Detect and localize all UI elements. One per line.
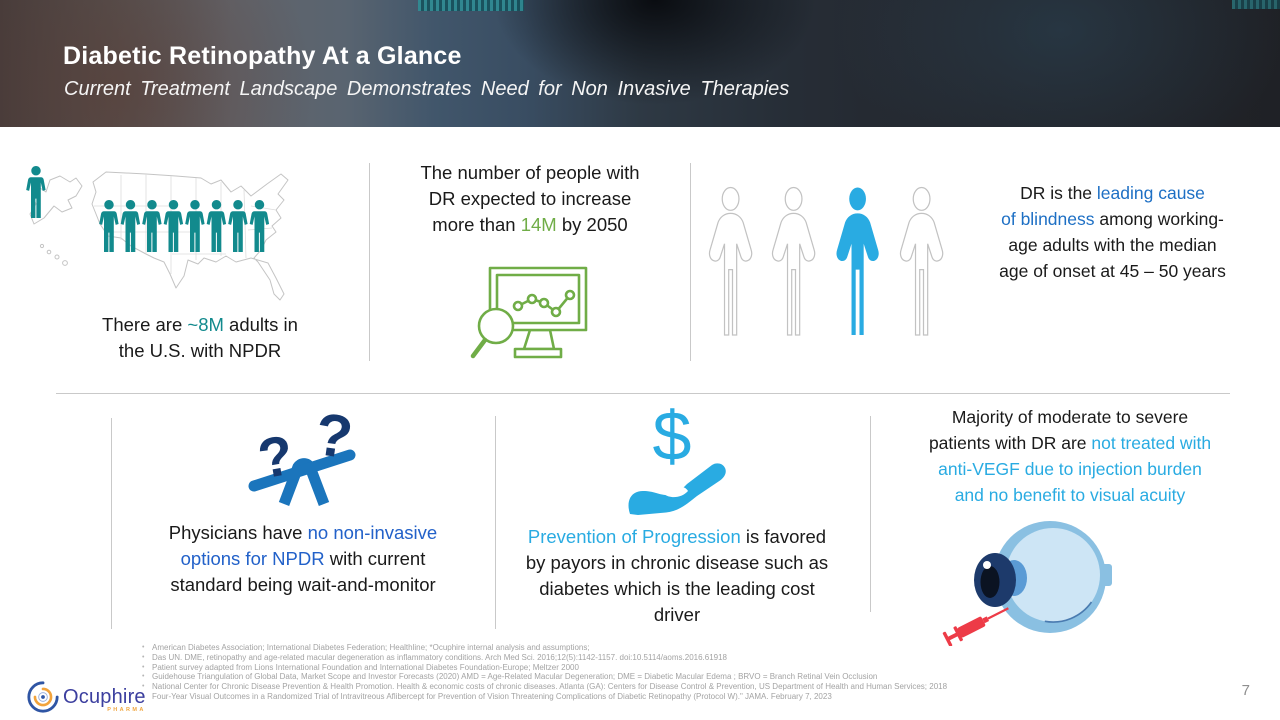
page-title: Diabetic Retinopathy At a Glance [63, 42, 462, 70]
reference-item: Four-Year Visual Outcomes in a Randomize… [140, 692, 947, 702]
divider-top-1 [369, 163, 370, 361]
text-run: by 2050 [556, 214, 628, 235]
chart-monitor-magnifier-icon [470, 266, 588, 359]
us-map-icon [26, 166, 289, 301]
text-run: The number of people with DR expected to… [420, 162, 640, 235]
stat-blindness-caption: DR is the leading cause of blindness amo… [950, 180, 1275, 284]
text-run: is favored by payors in chronic disease … [525, 526, 829, 625]
header-banner: Diabetic Retinopathy At a Glance Current… [0, 0, 1280, 127]
reference-item: Patient survey adapted from Lions Intern… [140, 663, 947, 673]
stat-prevention-caption: Prevention of Progression is favored by … [502, 524, 852, 628]
text-run: DR is the [1020, 183, 1097, 203]
text-run: with current standard being wait-and-mon… [170, 548, 436, 595]
ocuphire-swirl-icon [27, 681, 59, 713]
dollar-hand-icon: $ [628, 398, 726, 515]
divider-top-2 [690, 163, 691, 361]
reference-item: National Center for Chronic Disease Prev… [140, 682, 947, 692]
eyelash-texture-right [1232, 0, 1280, 9]
highlighted-text: not treated with anti-VEGF due to inject… [938, 433, 1212, 505]
text-run: adults in the U.S. with NPDR [118, 314, 298, 361]
dollar-sign-glyph: $ [653, 398, 692, 475]
syringe-icon [942, 607, 1009, 646]
person-outline-icon [899, 186, 944, 336]
reference-list: American Diabetes Association; Internati… [140, 643, 947, 702]
working-age-adults-icon [708, 186, 944, 336]
divider-horizontal [56, 393, 1230, 394]
stat-majority-caption: Majority of moderate to severe patients … [895, 404, 1245, 508]
highlighted-text: 14M [520, 214, 557, 235]
company-logo: Ocuphire PHARMA [26, 680, 146, 714]
reference-item: Guidehouse Triangulation of Global Data,… [140, 672, 947, 682]
logo-subtext: PHARMA [107, 706, 146, 713]
highlighted-text: Prevention of Progression [527, 526, 741, 547]
stat-physicians-caption: Physicians have no non-invasive options … [128, 520, 478, 598]
highlighted-text: no non-invasive options for NPDR [180, 522, 438, 569]
text-run: There are [102, 314, 188, 335]
text-run: Majority of moderate to severe patients … [928, 407, 1189, 453]
divider-bottom-3 [870, 416, 871, 612]
logo-text: Ocuphire [63, 685, 146, 708]
population-people-icon [26, 166, 270, 252]
reference-item: American Diabetes Association; Internati… [140, 643, 947, 653]
divider-bottom-1 [111, 418, 112, 629]
page-number: 7 [1241, 682, 1250, 699]
text-run: among working- age adults with the media… [999, 209, 1226, 281]
eye-injection-icon [942, 521, 1112, 646]
stat-increase-caption: The number of people with DR expected to… [400, 160, 660, 238]
divider-bottom-2 [495, 416, 496, 629]
person-outline-icon [771, 186, 816, 336]
highlighted-text: leading cause of blindness [1001, 183, 1205, 229]
question-balance-icon: ? ? [248, 400, 357, 506]
stat-npdr-caption: There are ~8M adults in the U.S. with NP… [60, 312, 340, 364]
text-run: Physicians have [168, 522, 308, 543]
highlighted-text: ~8M [187, 314, 224, 335]
person-outline-icon [708, 186, 753, 336]
person-highlighted-icon [836, 187, 879, 335]
eyelash-texture [418, 0, 524, 11]
reference-item: Das UN. DME, retinopathy and age-related… [140, 653, 947, 663]
page-subtitle: Current Treatment Landscape Demonstrates… [64, 78, 790, 100]
